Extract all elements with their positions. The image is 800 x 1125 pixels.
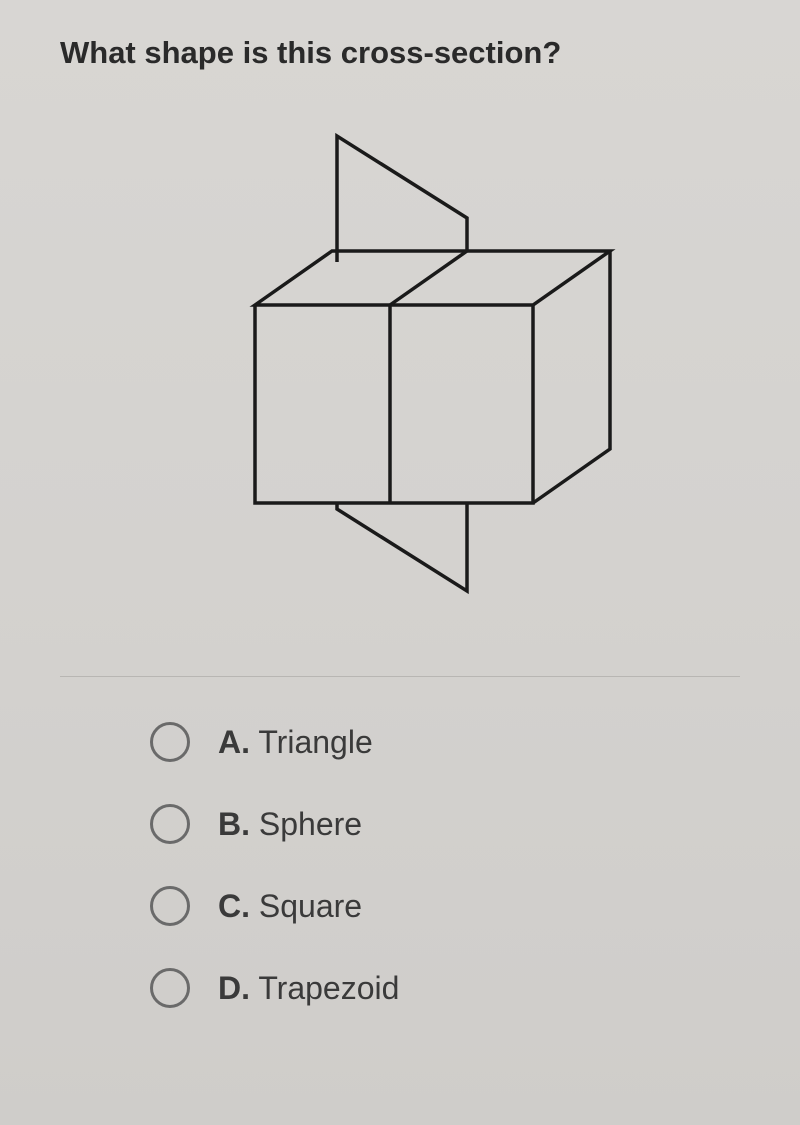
section-divider	[60, 676, 740, 677]
option-d[interactable]: D. Trapezoid	[150, 968, 740, 1008]
question-title: What shape is this cross-section?	[60, 35, 740, 71]
radio-d[interactable]	[150, 968, 190, 1008]
option-a-letter: A.	[218, 724, 250, 760]
option-a-label: Triangle	[258, 724, 372, 760]
option-b-letter: B.	[218, 806, 250, 842]
cross-section-diagram	[165, 121, 635, 616]
radio-b[interactable]	[150, 804, 190, 844]
option-d-text: D. Trapezoid	[218, 970, 399, 1007]
option-a[interactable]: A. Triangle	[150, 722, 740, 762]
option-c[interactable]: C. Square	[150, 886, 740, 926]
answer-options: A. Triangle B. Sphere C. Square D. Trape…	[60, 722, 740, 1008]
option-b[interactable]: B. Sphere	[150, 804, 740, 844]
option-b-text: B. Sphere	[218, 806, 362, 843]
option-c-text: C. Square	[218, 888, 362, 925]
radio-c[interactable]	[150, 886, 190, 926]
radio-a[interactable]	[150, 722, 190, 762]
option-a-text: A. Triangle	[218, 724, 373, 761]
option-d-letter: D.	[218, 970, 250, 1006]
option-d-label: Trapezoid	[258, 970, 399, 1006]
option-c-label: Square	[259, 888, 362, 924]
option-c-letter: C.	[218, 888, 250, 924]
diagram-container	[60, 121, 740, 616]
option-b-label: Sphere	[259, 806, 362, 842]
